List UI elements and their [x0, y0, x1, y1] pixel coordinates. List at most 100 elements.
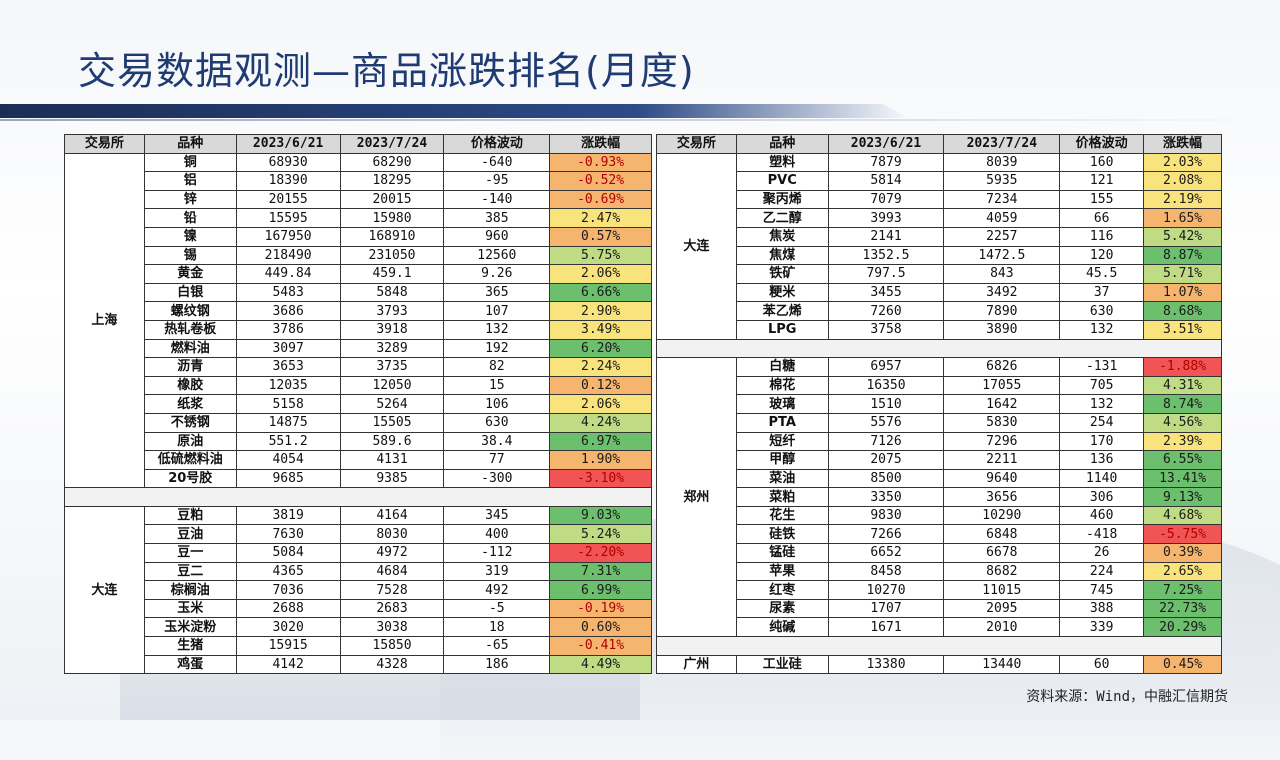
price-start-cell: 2075: [827, 450, 945, 470]
price-end-cell: 6848: [943, 524, 1061, 545]
price-end-cell: 5935: [943, 171, 1061, 191]
price-end-cell: 8039: [943, 152, 1061, 173]
pct-change-cell: 6.66%: [549, 282, 652, 303]
table-row: 菜粕 3350 3656 306 9.13%: [657, 487, 1222, 507]
table-row: 棉花 16350 17055 705 4.31%: [657, 375, 1222, 396]
table-row: 乙二醇 3993 4059 66 1.65%: [657, 208, 1222, 228]
price-change-cell: 254: [1059, 412, 1145, 433]
commodity-cell: 铝: [143, 171, 237, 191]
commodity-cell: 菜油: [735, 468, 829, 489]
price-end-cell: 589.6: [339, 431, 445, 452]
price-start-cell: 5814: [827, 171, 945, 191]
price-start-cell: 4054: [235, 450, 341, 470]
header-exchange: 交易所: [656, 134, 737, 154]
price-start-cell: 551.2: [235, 431, 341, 452]
commodity-cell: 螺纹钢: [143, 301, 237, 321]
commodity-cell: 纸浆: [143, 394, 237, 414]
price-change-cell: 345: [443, 505, 551, 526]
pct-change-cell: 0.60%: [549, 617, 652, 638]
price-change-cell: 365: [443, 282, 551, 303]
table-row: LPG 3758 3890 132 3.51%: [657, 319, 1222, 340]
table-row: 铅 15595 15980 385 2.47%: [65, 208, 652, 228]
price-start-cell: 5158: [235, 394, 341, 414]
table-row: 豆油 7630 8030 400 5.24%: [65, 524, 652, 545]
commodity-cell: 玉米: [143, 598, 237, 619]
price-change-cell: -5: [443, 598, 551, 619]
price-change-cell: -640: [443, 152, 551, 173]
price-start-cell: 4365: [235, 561, 341, 582]
price-start-cell: 218490: [235, 245, 341, 266]
price-change-cell: 155: [1059, 189, 1145, 210]
pct-change-cell: 9.03%: [549, 505, 652, 526]
price-change-cell: -95: [443, 171, 551, 191]
header-pct-change: 涨跌幅: [549, 134, 652, 154]
table-row: 白银 5483 5848 365 6.66%: [65, 282, 652, 303]
table-row: 锌 20155 20015 -140 -0.69%: [65, 189, 652, 210]
commodity-cell: 纯碱: [735, 617, 829, 638]
commodity-cell: 花生: [735, 505, 829, 526]
commodity-cell: 甲醇: [735, 450, 829, 470]
price-change-cell: 121: [1059, 171, 1145, 191]
price-start-cell: 14875: [235, 412, 341, 433]
commodity-cell: 沥青: [143, 357, 237, 377]
commodity-table-right: 交易所 品种 2023/6/21 2023/7/24 价格波动 涨跌幅 大连 塑料…: [656, 134, 1222, 675]
price-end-cell: 7296: [943, 431, 1061, 452]
commodity-cell: 原油: [143, 431, 237, 452]
commodity-table-left: 交易所 品种 2023/6/21 2023/7/24 价格波动 涨跌幅 上海铜 6…: [64, 134, 652, 675]
price-end-cell: 168910: [339, 226, 445, 247]
price-change-cell: 9.26: [443, 264, 551, 284]
commodity-cell: 低硫燃料油: [143, 450, 237, 470]
price-change-cell: 77: [443, 450, 551, 470]
price-change-cell: 107: [443, 301, 551, 321]
table-row: 铝 18390 18295 -95 -0.52%: [65, 171, 652, 191]
price-end-cell: 8030: [339, 524, 445, 545]
price-start-cell: 5084: [235, 543, 341, 563]
exchange-cell: 广州: [656, 654, 737, 675]
price-end-cell: 8682: [943, 561, 1061, 582]
pct-change-cell: 2.90%: [549, 301, 652, 321]
price-change-cell: 186: [443, 654, 551, 675]
price-start-cell: 8458: [827, 561, 945, 582]
price-start-cell: 20155: [235, 189, 341, 210]
price-change-cell: 306: [1059, 487, 1145, 507]
commodity-cell: 红枣: [735, 580, 829, 600]
table-row: 生猪 15915 15850 -65 -0.41%: [65, 636, 652, 656]
price-end-cell: 3289: [339, 338, 445, 359]
price-end-cell: 1642: [943, 394, 1061, 414]
pct-change-cell: 8.87%: [1143, 245, 1222, 266]
price-start-cell: 7126: [827, 431, 945, 452]
price-change-cell: 132: [443, 319, 551, 340]
price-start-cell: 16350: [827, 375, 945, 396]
commodity-cell: 铁矿: [735, 264, 829, 284]
price-end-cell: 7528: [339, 580, 445, 600]
price-start-cell: 1707: [827, 598, 945, 619]
pct-change-cell: 3.51%: [1143, 319, 1222, 340]
price-start-cell: 3097: [235, 338, 341, 359]
price-change-cell: 460: [1059, 505, 1145, 526]
price-end-cell: 2095: [943, 598, 1061, 619]
price-start-cell: 7079: [827, 189, 945, 210]
price-end-cell: 2010: [943, 617, 1061, 638]
price-end-cell: 9385: [339, 468, 445, 489]
pct-change-cell: 6.20%: [549, 338, 652, 359]
commodity-cell: 玉米淀粉: [143, 617, 237, 638]
price-end-cell: 3492: [943, 282, 1061, 303]
commodity-cell: 聚丙烯: [735, 189, 829, 210]
pct-change-cell: 2.39%: [1143, 431, 1222, 452]
commodity-cell: 鸡蛋: [143, 654, 237, 675]
price-start-cell: 3686: [235, 301, 341, 321]
price-end-cell: 5264: [339, 394, 445, 414]
table-row: PTA 5576 5830 254 4.56%: [657, 412, 1222, 433]
commodity-cell: 燃料油: [143, 338, 237, 359]
commodity-cell: 橡胶: [143, 375, 237, 396]
header-price-change: 价格波动: [443, 134, 551, 154]
pct-change-cell: 3.49%: [549, 319, 652, 340]
header-price-change: 价格波动: [1059, 134, 1145, 154]
pct-change-cell: -0.69%: [549, 189, 652, 210]
price-start-cell: 3993: [827, 208, 945, 228]
commodity-cell: 白银: [143, 282, 237, 303]
commodity-cell: 硅铁: [735, 524, 829, 545]
table-row: 铁矿 797.5 843 45.5 5.71%: [657, 264, 1222, 284]
price-end-cell: 2683: [339, 598, 445, 619]
price-start-cell: 2688: [235, 598, 341, 619]
